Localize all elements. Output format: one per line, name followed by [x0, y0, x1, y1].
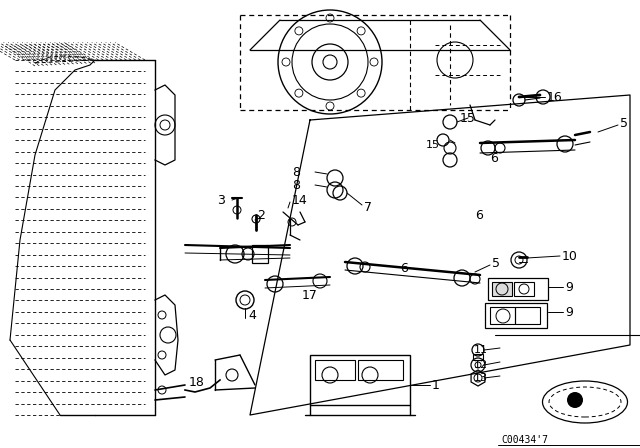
Text: 3: 3: [217, 194, 225, 207]
Bar: [488, 278, 548, 300]
Text: 5: 5: [620, 116, 628, 129]
Text: 5: 5: [492, 257, 500, 270]
Bar: [492, 282, 512, 296]
Text: 7: 7: [364, 201, 372, 214]
Bar: [358, 360, 403, 380]
Text: 12: 12: [474, 360, 488, 370]
Text: 6: 6: [400, 262, 408, 275]
Text: C00434'7: C00434'7: [502, 435, 548, 445]
Text: 16: 16: [547, 90, 563, 103]
Bar: [490, 307, 515, 324]
Text: 6: 6: [490, 151, 498, 164]
Bar: [252, 245, 268, 263]
Text: 9: 9: [565, 306, 573, 319]
Text: 11: 11: [474, 345, 488, 355]
Text: 10: 10: [562, 250, 578, 263]
Text: 14: 14: [292, 194, 308, 207]
Text: 15: 15: [460, 112, 476, 125]
Text: 4: 4: [248, 309, 256, 322]
Text: 13: 13: [474, 373, 488, 383]
Bar: [310, 355, 410, 405]
Text: 8: 8: [292, 165, 300, 178]
Text: 6: 6: [475, 208, 483, 221]
Text: 2: 2: [257, 208, 265, 221]
Bar: [485, 303, 547, 328]
Text: 8: 8: [292, 178, 300, 191]
Text: 17: 17: [302, 289, 318, 302]
Bar: [315, 360, 355, 380]
Text: 9: 9: [565, 280, 573, 293]
Text: 18: 18: [189, 375, 205, 388]
Text: 15: 15: [426, 140, 440, 150]
Bar: [514, 282, 534, 296]
Circle shape: [567, 392, 583, 408]
Text: 1: 1: [432, 379, 440, 392]
Bar: [473, 354, 483, 360]
Bar: [515, 307, 540, 324]
